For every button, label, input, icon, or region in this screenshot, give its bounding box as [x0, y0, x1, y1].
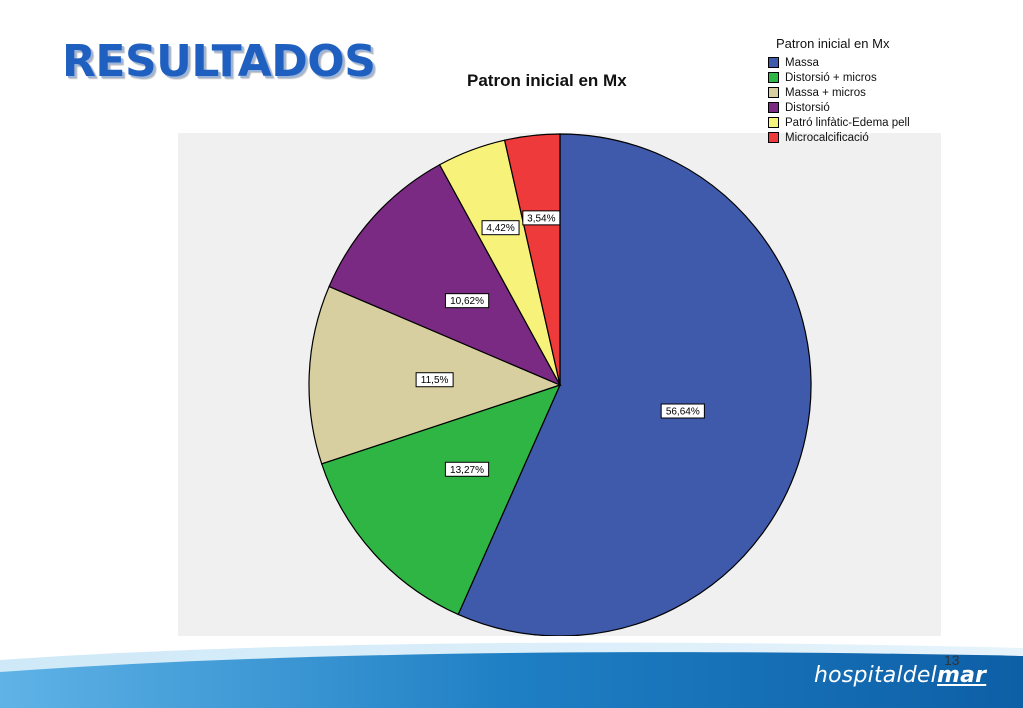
legend-title: Patron inicial en Mx [776, 36, 890, 51]
logo-part-del: del [902, 663, 937, 688]
legend-item-0: Massa [768, 55, 958, 70]
slice-label-text-5: 3,54% [527, 213, 555, 224]
legend-item-4: Patró linfàtic-Edema pell [768, 115, 958, 130]
slice-label-text-1: 13,27% [450, 465, 484, 476]
logo-part-mar: mar [936, 663, 987, 688]
slice-label-box-2 [415, 372, 454, 388]
legend-label-1: Distorsió + micros [785, 71, 877, 84]
slice-label-1: 13,27% [444, 461, 490, 477]
slice-label-4: 4,42% [481, 220, 520, 236]
slice-label-box-4 [481, 220, 520, 236]
slice-label-3: 10,62% [444, 293, 490, 309]
pie-slice-3 [328, 163, 562, 387]
legend-swatch-1 [768, 72, 779, 83]
legend-swatch-3 [768, 102, 779, 113]
slice-label-5: 3,54% [522, 210, 561, 226]
legend-label-2: Massa + micros [785, 86, 866, 99]
slice-label-box-0 [660, 403, 705, 419]
pie-chart: 56,64% 13,27% 11,5% 10,62% 4,42% 3,54% [308, 133, 812, 636]
legend-label-5: Microcalcificació [785, 131, 869, 144]
slice-label-text-4: 4,42% [486, 223, 514, 234]
chart-title: Patron inicial en Mx [467, 71, 627, 90]
pie-slice-5 [503, 133, 561, 386]
slice-label-0: 56,64% [660, 403, 705, 419]
legend-label-3: Distorsió [785, 101, 830, 114]
slice-label-text-0: 56,64% [666, 407, 700, 418]
chart-legend: Patron inicial en Mx Massa Distorsió + mi… [768, 36, 958, 145]
slice-label-text-3: 10,62% [450, 296, 484, 307]
slice-label-box-3 [444, 293, 490, 309]
pie-slice-1 [320, 384, 562, 616]
legend-swatch-4 [768, 117, 779, 128]
legend-swatch-0 [768, 57, 779, 68]
legend-label-0: Massa [785, 56, 819, 69]
logo-part-hospital: hospital [814, 663, 903, 688]
pie-slice-0 [457, 133, 812, 636]
slice-label-box-5 [522, 210, 561, 226]
slide-heading: RESULTADOS [62, 36, 376, 87]
legend-item-3: Distorsió [768, 100, 958, 115]
legend-item-1: Distorsió + micros [768, 70, 958, 85]
slice-label-2: 11,5% [415, 372, 454, 388]
page-number: 13 [944, 652, 960, 668]
legend-swatch-2 [768, 87, 779, 98]
legend-item-5: Microcalcificació [768, 130, 958, 145]
slice-label-box-1 [444, 461, 490, 477]
legend-swatch-5 [768, 132, 779, 143]
slice-label-text-2: 11,5% [421, 375, 449, 386]
chart-plot-area: 56,64% 13,27% 11,5% 10,62% 4,42% 3,54% [178, 133, 941, 636]
legend-items: Massa Distorsió + micros Massa + micros Dis… [768, 55, 958, 145]
hospital-del-mar-logo: hospitaldelmar [814, 663, 986, 688]
footer-wave [0, 642, 1023, 708]
legend-item-2: Massa + micros [768, 85, 958, 100]
legend-label-4: Patró linfàtic-Edema pell [785, 116, 910, 129]
